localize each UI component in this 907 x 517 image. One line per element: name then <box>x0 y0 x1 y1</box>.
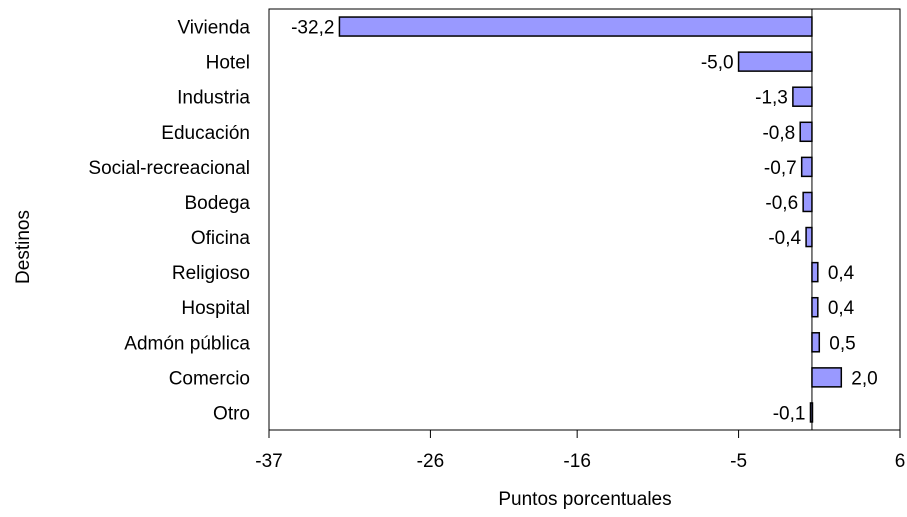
bar <box>811 261 819 283</box>
bar <box>811 367 843 388</box>
bar <box>811 332 821 353</box>
data-label: -0,8 <box>762 123 795 144</box>
category-label: Vivienda <box>177 18 250 39</box>
plot-frame <box>268 8 901 431</box>
category-label: Otro <box>213 403 250 424</box>
bar <box>800 156 813 178</box>
x-tick-label: -26 <box>417 451 444 472</box>
category-label: Social-recreacional <box>88 158 250 179</box>
data-label: -0,7 <box>764 158 797 179</box>
x-tick-label: -16 <box>563 451 590 472</box>
data-label: 0,4 <box>828 298 855 319</box>
data-label: -0,6 <box>765 193 798 214</box>
category-label: Admón pública <box>124 333 250 354</box>
category-label: Hotel <box>206 53 250 74</box>
category-label: Comercio <box>169 368 250 389</box>
data-label: 2,0 <box>851 368 877 389</box>
data-label: -32,2 <box>291 18 334 39</box>
bar <box>338 16 813 37</box>
category-label: Industria <box>177 88 250 109</box>
bar <box>811 296 819 318</box>
x-tick-label: -5 <box>730 451 747 472</box>
data-label: -0,1 <box>773 403 806 424</box>
data-label: -1,3 <box>755 88 788 109</box>
category-label: Bodega <box>184 193 250 214</box>
data-label: 0,5 <box>829 333 855 354</box>
bar <box>799 121 813 143</box>
bar <box>805 226 813 248</box>
bar <box>737 51 813 72</box>
category-label: Hospital <box>181 298 250 319</box>
category-label: Educación <box>161 123 250 144</box>
x-tick-label: 6 <box>895 451 906 472</box>
data-label: 0,4 <box>828 263 855 284</box>
x-tick-label: -37 <box>255 451 282 472</box>
bar <box>802 191 813 213</box>
y-axis-title: Destinos <box>13 210 34 284</box>
bar <box>792 86 813 107</box>
category-label: Oficina <box>191 228 251 249</box>
x-axis-title: Puntos porcentuales <box>498 489 671 510</box>
category-label: Religioso <box>172 263 250 284</box>
data-label: -0,4 <box>768 228 801 249</box>
data-label: -5,0 <box>701 53 734 74</box>
